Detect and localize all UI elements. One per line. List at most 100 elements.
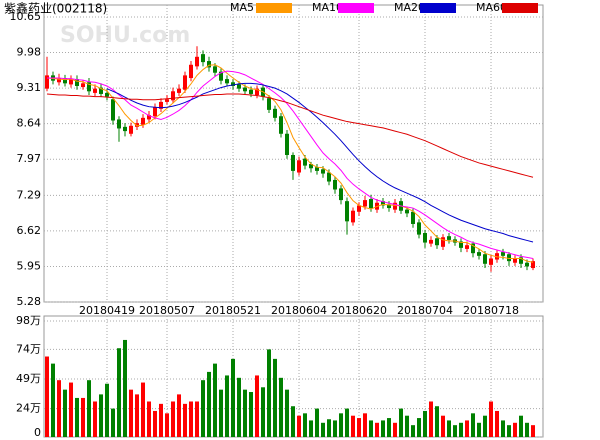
candle-body	[81, 83, 85, 88]
volume-bar	[285, 389, 289, 437]
volume-bar	[477, 422, 481, 437]
volume-bar	[225, 375, 229, 437]
volume-bar	[357, 418, 361, 437]
volume-bar	[441, 415, 445, 437]
volume-bar	[315, 408, 319, 437]
candle-body	[171, 91, 175, 101]
candle-body	[429, 239, 433, 244]
volume-bar	[279, 377, 283, 437]
x-tick-label: 20180507	[139, 304, 195, 317]
candle-body	[381, 201, 385, 206]
volume-bar	[45, 356, 49, 437]
candle-body	[483, 254, 487, 264]
candle-body	[273, 108, 277, 118]
volume-bar	[75, 397, 79, 437]
candle-body	[423, 233, 427, 243]
legend-label: MA60	[476, 1, 507, 14]
candle-body	[87, 82, 91, 92]
volume-bar	[489, 401, 493, 437]
candle-body	[309, 164, 313, 169]
volume-bar	[501, 420, 505, 437]
legend-swatch	[338, 3, 374, 13]
volume-bar	[291, 406, 295, 437]
candle-body	[189, 64, 193, 79]
candle-body	[519, 257, 523, 264]
volume-bar	[189, 401, 193, 437]
volume-bar	[261, 387, 265, 437]
candle-body	[135, 123, 139, 127]
volume-bar	[519, 415, 523, 437]
volume-bar	[339, 413, 343, 437]
candle-body	[417, 222, 421, 235]
volume-bar	[141, 382, 145, 437]
candle-body	[213, 66, 217, 73]
ma-line	[46, 64, 534, 263]
candle-body	[291, 154, 295, 171]
legend-label: MA10	[312, 1, 343, 14]
candle-body	[369, 199, 373, 209]
volume-bar	[69, 382, 73, 437]
volume-bar	[105, 383, 109, 437]
candle-body	[105, 92, 109, 97]
volume-bar	[429, 401, 433, 437]
volume-bar	[255, 375, 259, 437]
candle-body	[129, 125, 133, 134]
volume-bar	[369, 420, 373, 437]
volume-bar	[393, 422, 397, 437]
candle-body	[267, 98, 271, 110]
volume-bar	[153, 410, 157, 437]
volume-bar	[387, 418, 391, 437]
volume-bar	[231, 358, 235, 437]
candle-body	[153, 107, 157, 117]
candle-body	[525, 262, 529, 267]
legend-swatch	[256, 3, 292, 13]
y-tick-label: 7.29	[17, 188, 42, 201]
candle-body	[249, 89, 253, 94]
candle-body	[75, 79, 79, 86]
volume-bar	[159, 403, 163, 437]
candle-body	[441, 237, 445, 247]
candle-body	[501, 252, 505, 256]
y-tick-label: 7.97	[17, 152, 42, 165]
candle-body	[405, 209, 409, 214]
y-tick-label: 9.31	[17, 81, 42, 94]
volume-bar	[513, 422, 517, 437]
candle-body	[513, 258, 517, 263]
volume-bar	[405, 415, 409, 437]
candle-body	[507, 254, 511, 262]
volume-bar	[447, 420, 451, 437]
candle-body	[333, 179, 337, 190]
volume-bar	[303, 413, 307, 437]
volume-bar	[201, 380, 205, 437]
volume-bar	[165, 413, 169, 437]
volume-bar	[507, 425, 511, 437]
candle-body	[471, 243, 475, 254]
volume-bar	[243, 389, 247, 437]
volume-tick-label: 24万	[16, 402, 41, 415]
candle-body	[177, 88, 181, 93]
candle-body	[99, 87, 103, 94]
volume-bar	[333, 420, 337, 437]
candle-body	[279, 116, 283, 134]
volume-tick-label: 74万	[16, 342, 41, 355]
candle-body	[303, 158, 307, 166]
volume-bar	[57, 380, 61, 437]
candle-body	[327, 172, 331, 182]
y-tick-label: 8.64	[17, 117, 42, 130]
ma-line	[47, 70, 534, 259]
x-tick-label: 20180620	[331, 304, 387, 317]
candle-body	[57, 78, 61, 83]
volume-bar	[129, 389, 133, 437]
candle-body	[195, 56, 199, 67]
candle-body	[531, 261, 535, 269]
candle-body	[243, 87, 247, 92]
candle-body	[219, 71, 223, 81]
volume-bar	[117, 348, 121, 437]
x-tick-label: 20180419	[79, 304, 135, 317]
candle-body	[351, 210, 355, 223]
volume-bar	[171, 401, 175, 437]
volume-bar	[123, 339, 127, 437]
candle-body	[183, 75, 187, 90]
volume-bar	[81, 397, 85, 437]
